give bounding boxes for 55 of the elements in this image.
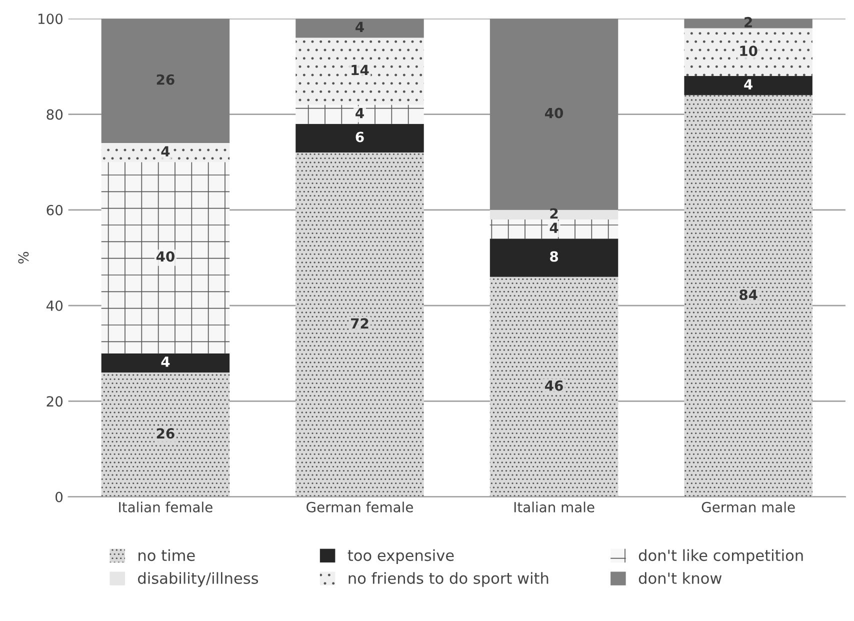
data-label: 72 [351, 318, 368, 328]
bar [490, 210, 618, 220]
legend-label: no time [138, 549, 195, 562]
bar [101, 142, 230, 162]
data-label: 4 [161, 356, 170, 367]
data-label: 40 [156, 251, 174, 262]
legend-label: don't like competition [638, 549, 803, 564]
bar [684, 76, 812, 96]
x-tick-label: Italian male [514, 502, 594, 512]
bar [101, 372, 230, 497]
y-tick-label: 60 [46, 204, 63, 216]
bar [296, 104, 424, 124]
data-label: 4 [550, 222, 558, 233]
y-axis-title: % [18, 252, 29, 264]
legend-label: don't know [638, 572, 722, 584]
data-label: 84 [740, 289, 758, 300]
y-tick-label: 40 [46, 300, 63, 312]
data-label: 4 [356, 22, 364, 32]
bar [296, 124, 424, 153]
legend-label: disability/illness [138, 572, 258, 587]
bar [101, 353, 230, 372]
bar [296, 152, 424, 497]
y-tick-label: 100 [38, 14, 63, 24]
x-tick-label: German female [306, 502, 413, 512]
data-label: 26 [156, 74, 174, 85]
legend-label: too expensive [348, 549, 454, 564]
bar [296, 38, 424, 105]
y-tick-label: 20 [46, 396, 63, 407]
data-label: 4 [744, 79, 753, 90]
bar [490, 18, 618, 210]
data-label: 2 [550, 208, 558, 219]
bar [684, 18, 812, 28]
x-tick-label: German male [702, 502, 795, 512]
data-label: 2 [744, 16, 752, 28]
data-label: 26 [156, 428, 174, 439]
bar [684, 28, 812, 76]
y-tick-label: 80 [46, 109, 63, 120]
x-tick-label: Italian female [119, 502, 212, 512]
data-label: 6 [356, 132, 364, 142]
data-label: 4 [161, 146, 170, 156]
data-label: 46 [544, 380, 563, 391]
data-label: 8 [550, 251, 558, 262]
bar [101, 18, 230, 143]
bar [296, 18, 424, 38]
bar [490, 219, 618, 239]
bar [490, 276, 618, 497]
bar [684, 95, 812, 497]
data-label: 10 [740, 46, 758, 56]
bar [490, 238, 618, 277]
data-label: 4 [356, 108, 364, 118]
bar [101, 162, 230, 354]
y-tick-label: 0 [56, 492, 63, 502]
legend-label: no friends to do sport with [348, 572, 548, 587]
data-label: 14 [352, 64, 369, 76]
data-label: 40 [544, 108, 564, 118]
